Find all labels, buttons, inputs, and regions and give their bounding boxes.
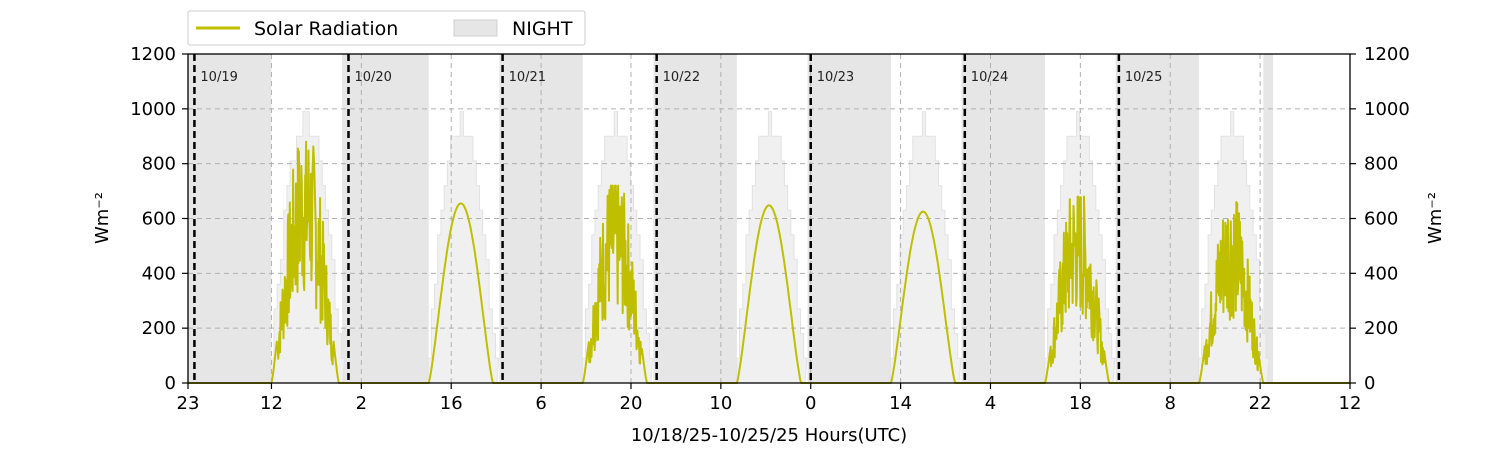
x-tick-label-5: 20	[620, 393, 643, 414]
date-label-0: 10/19	[200, 70, 237, 85]
y-tick-label-right-1: 200	[1364, 318, 1398, 339]
x-tick-label-8: 14	[889, 393, 912, 414]
x-tick-label-2: 2	[356, 393, 367, 414]
legend: Solar Radiation NIGHT	[187, 10, 586, 46]
y-tick-label-right-6: 1200	[1364, 44, 1410, 65]
y-tick-label-right-4: 800	[1364, 154, 1398, 175]
y-tick-label-right-0: 0	[1364, 373, 1375, 394]
solar-radiation-line	[188, 140, 1350, 384]
clear-sky-reference-4	[887, 111, 962, 384]
x-tick-label-4: 6	[535, 393, 546, 414]
legend-night-patch	[453, 19, 498, 37]
plot-area: 10/19 10/20 10/21 10/22 10/23 10/24 10/250 0200…	[130, 44, 1410, 414]
date-label-1: 10/20	[354, 70, 391, 85]
x-tick-label-3: 16	[440, 393, 463, 414]
x-tick-label-0: 23	[177, 393, 200, 414]
y-tick-label-right-2: 400	[1364, 263, 1398, 284]
date-label-3: 10/22	[663, 70, 700, 85]
y-tick-label-right-3: 600	[1364, 209, 1398, 230]
date-label-6: 10/25	[1125, 70, 1162, 85]
x-tick-label-6: 10	[709, 393, 732, 414]
legend-solar-label: Solar Radiation	[254, 18, 398, 40]
date-label-4: 10/23	[817, 70, 854, 85]
clear-sky-reference-1	[424, 111, 500, 384]
x-tick-label-12: 22	[1249, 393, 1272, 414]
x-tick-label-1: 12	[260, 393, 283, 414]
x-tick-label-7: 0	[805, 393, 816, 414]
date-label-5: 10/24	[971, 70, 1008, 85]
x-tick-label-10: 18	[1069, 393, 1092, 414]
x-axis-label: 10/18/25-10/25/25 Hours(UTC)	[631, 425, 907, 446]
y-tick-label-right-5: 1000	[1364, 99, 1410, 120]
date-label-2: 10/21	[509, 70, 546, 85]
legend-night-label: NIGHT	[512, 18, 573, 40]
y-axis-label-right: Wm⁻²	[1425, 192, 1446, 244]
x-tick-label-13: 12	[1339, 393, 1362, 414]
y-tick-label-left-4: 800	[142, 154, 176, 175]
y-tick-label-left-0: 0	[165, 373, 176, 394]
y-tick-label-left-1: 200	[142, 318, 176, 339]
y-tick-label-left-3: 600	[142, 209, 176, 230]
y-tick-label-left-5: 1000	[130, 99, 176, 120]
y-tick-label-left-2: 400	[142, 263, 176, 284]
night-band-6	[1115, 54, 1200, 383]
y-tick-label-left-6: 1200	[130, 44, 176, 65]
clear-sky-reference-3	[733, 111, 808, 384]
y-axis-label-left: Wm⁻²	[92, 192, 113, 244]
x-tick-label-11: 8	[1165, 393, 1176, 414]
x-tick-label-9: 4	[985, 393, 996, 414]
